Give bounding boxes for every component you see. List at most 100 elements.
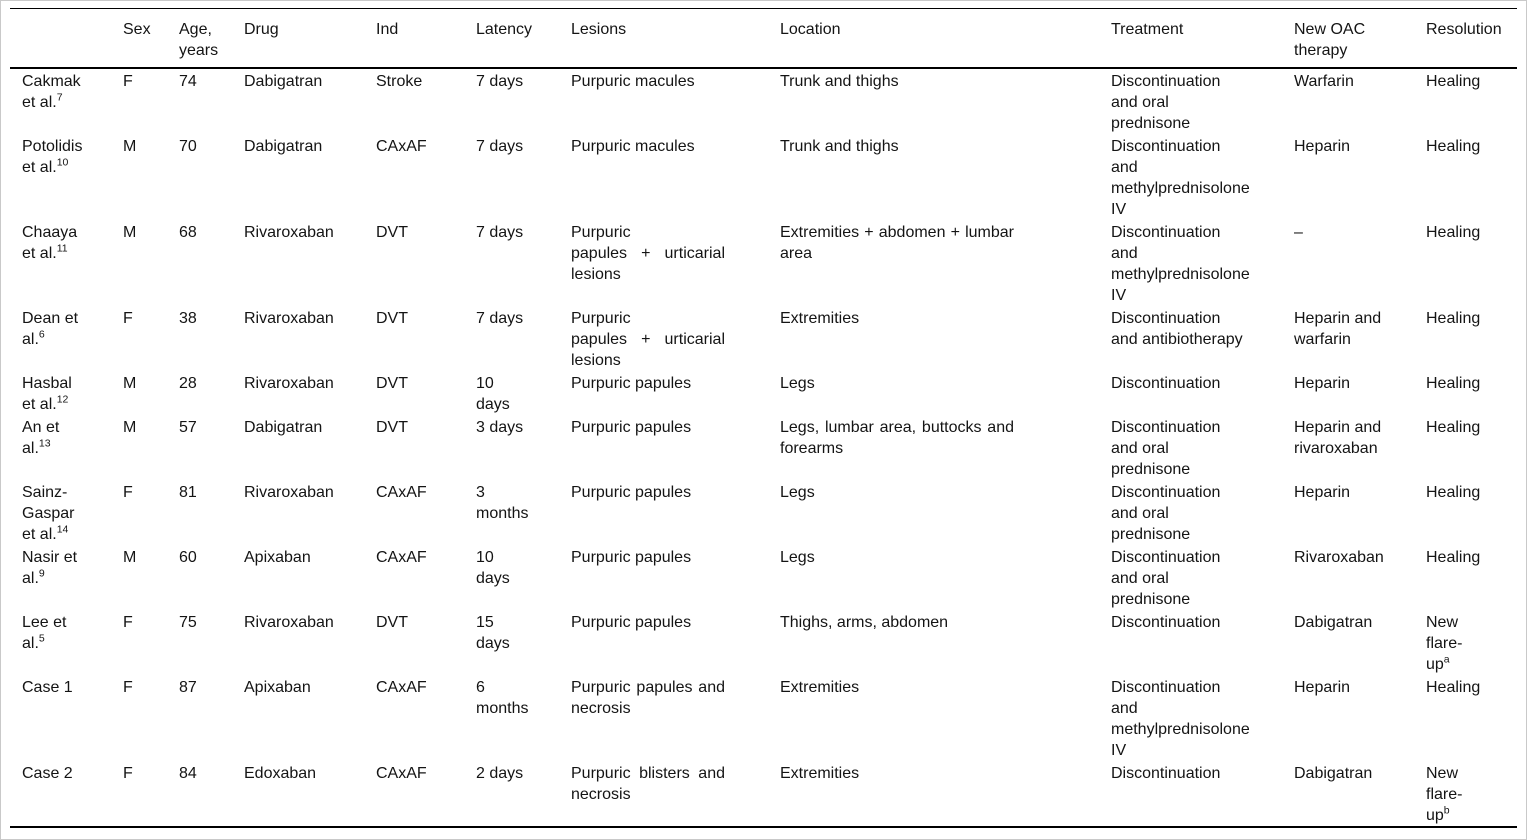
- resolution-text: Healing: [1426, 484, 1481, 501]
- new-oac-cell: Heparin and warfarin: [1294, 310, 1382, 348]
- treatment-cell: Discontinuation and oral prednisone: [1111, 484, 1221, 543]
- study-name: Cakmak et al.: [22, 73, 81, 111]
- column-header-ind: Ind: [376, 21, 399, 38]
- resolution-text: Healing: [1426, 224, 1481, 241]
- ind-cell: DVT: [376, 375, 408, 392]
- study-cell: An et al.13: [10, 415, 122, 480]
- lesions-cell: Purpuric papules + urticarial lesions: [571, 310, 725, 369]
- study-cell: Nasir et al.9: [10, 545, 122, 610]
- ind-cell: CAxAF: [376, 484, 427, 501]
- location-cell: Extremities: [780, 765, 860, 782]
- drug-cell: Dabigatran: [244, 73, 323, 90]
- latency-cell: 7 days: [476, 224, 524, 241]
- location-cell: Extremities + abdomen + lumbar area: [780, 224, 1014, 262]
- ind-cell: CAxAF: [376, 549, 427, 566]
- new-oac-cell: Heparin and rivaroxaban: [1294, 419, 1382, 457]
- table-row: Case 2 F 84 Edoxaban CAxAF 2 days Purpur…: [10, 761, 1517, 827]
- study-ref-superscript: 13: [38, 437, 51, 450]
- new-oac-cell: Dabigatran: [1294, 765, 1373, 782]
- new-oac-cell: Rivaroxaban: [1294, 549, 1384, 566]
- drug-cell: Apixaban: [244, 679, 311, 696]
- ind-cell: DVT: [376, 419, 408, 436]
- column-header-resolution: Resolution: [1426, 21, 1502, 38]
- lesions-cell: Purpuric papules: [571, 614, 692, 631]
- table-row: Cakmak et al.7 F 74 Dabigatran Stroke 7 …: [10, 68, 1517, 134]
- sex-cell: M: [123, 138, 137, 155]
- table-row: Dean et al.6 F 38 Rivaroxaban DVT 7 days…: [10, 306, 1517, 371]
- study-name: Nasir et al.: [22, 549, 78, 587]
- column-header-location: Location: [780, 21, 841, 38]
- treatment-cell: Discontinuation and oral prednisone: [1111, 549, 1221, 608]
- location-cell: Legs: [780, 375, 815, 392]
- treatment-cell: Discontinuation and methylprednisolone I…: [1111, 138, 1250, 218]
- drug-cell: Edoxaban: [244, 765, 317, 782]
- resolution-text: Healing: [1426, 310, 1481, 327]
- study-name: Case 2: [22, 765, 73, 782]
- lesions-cell: Purpuric papules: [571, 484, 692, 501]
- resolution-cell: Healing: [1425, 415, 1517, 480]
- latency-cell: 3 months: [476, 484, 529, 522]
- location-cell: Trunk and thighs: [780, 73, 899, 90]
- age-cell: 87: [179, 679, 197, 696]
- case-table-body: Cakmak et al.7 F 74 Dabigatran Stroke 7 …: [10, 68, 1517, 827]
- new-oac-cell: Heparin: [1294, 375, 1351, 392]
- column-header-age: Age, years: [179, 21, 219, 59]
- new-oac-cell: Warfarin: [1294, 73, 1354, 90]
- study-name: Dean et al.: [22, 310, 79, 348]
- resolution-text: Healing: [1426, 419, 1481, 436]
- drug-cell: Rivaroxaban: [244, 310, 334, 327]
- table-row: Sainz-Gaspar et al.14 F 81 Rivaroxaban C…: [10, 480, 1517, 545]
- table-row: Hasbal et al.12 M 28 Rivaroxaban DVT 10 …: [10, 371, 1517, 415]
- drug-cell: Apixaban: [244, 549, 311, 566]
- study-cell: Dean et al.6: [10, 306, 122, 371]
- location-cell: Legs: [780, 484, 815, 501]
- age-cell: 38: [179, 310, 197, 327]
- column-header-drug: Drug: [244, 21, 279, 38]
- header-row: Sex Age, years Drug Ind Latency Lesions …: [10, 9, 1517, 68]
- ind-cell: CAxAF: [376, 138, 427, 155]
- latency-cell: 7 days: [476, 138, 524, 155]
- latency-cell: 15 days: [476, 614, 510, 652]
- location-cell: Legs, lumbar area, buttocks and forearms: [780, 419, 1014, 457]
- study-cell: Case 1: [10, 675, 122, 761]
- age-cell: 28: [179, 375, 197, 392]
- sex-cell: F: [123, 310, 133, 327]
- age-cell: 81: [179, 484, 197, 501]
- resolution-text: Healing: [1426, 138, 1481, 155]
- resolution-ref-superscript: b: [1443, 804, 1450, 817]
- column-header-treatment: Treatment: [1111, 21, 1184, 38]
- resolution-cell: New flare-upb: [1425, 761, 1517, 827]
- treatment-cell: Discontinuation: [1111, 614, 1221, 631]
- lesions-cell: Purpuric papules: [571, 549, 692, 566]
- drug-cell: Rivaroxaban: [244, 224, 334, 241]
- age-cell: 70: [179, 138, 197, 155]
- column-header-latency: Latency: [476, 21, 533, 38]
- column-header-new-oac-therapy: New OAC therapy: [1294, 21, 1366, 59]
- study-ref-superscript: 12: [56, 393, 69, 406]
- study-ref-superscript: 6: [38, 328, 45, 341]
- study-cell: Case 2: [10, 761, 122, 827]
- resolution-cell: Healing: [1425, 134, 1517, 220]
- ind-cell: Stroke: [376, 73, 423, 90]
- column-header-lesions: Lesions: [571, 21, 627, 38]
- study-name: Hasbal et al.: [22, 375, 72, 413]
- drug-cell: Dabigatran: [244, 138, 323, 155]
- treatment-cell: Discontinuation and oral prednisone: [1111, 73, 1221, 132]
- treatment-cell: Discontinuation: [1111, 765, 1221, 782]
- lesions-cell: Purpuric papules: [571, 419, 692, 436]
- age-cell: 74: [179, 73, 197, 90]
- lesions-cell: Purpuric macules: [571, 73, 695, 90]
- latency-cell: 6 months: [476, 679, 529, 717]
- latency-cell: 10 days: [476, 375, 510, 413]
- resolution-text: Healing: [1426, 375, 1481, 392]
- study-name: Chaaya et al.: [22, 224, 78, 262]
- study-cell: Potolidis et al.10: [10, 134, 122, 220]
- resolution-cell: New flare-upa: [1425, 610, 1517, 675]
- table-row: Chaaya et al.11 M 68 Rivaroxaban DVT 7 d…: [10, 220, 1517, 306]
- sex-cell: F: [123, 679, 133, 696]
- latency-cell: 7 days: [476, 310, 524, 327]
- table-row: Nasir et al.9 M 60 Apixaban CAxAF 10 day…: [10, 545, 1517, 610]
- resolution-text: New flare-up: [1426, 614, 1463, 673]
- study-name: Case 1: [22, 679, 73, 696]
